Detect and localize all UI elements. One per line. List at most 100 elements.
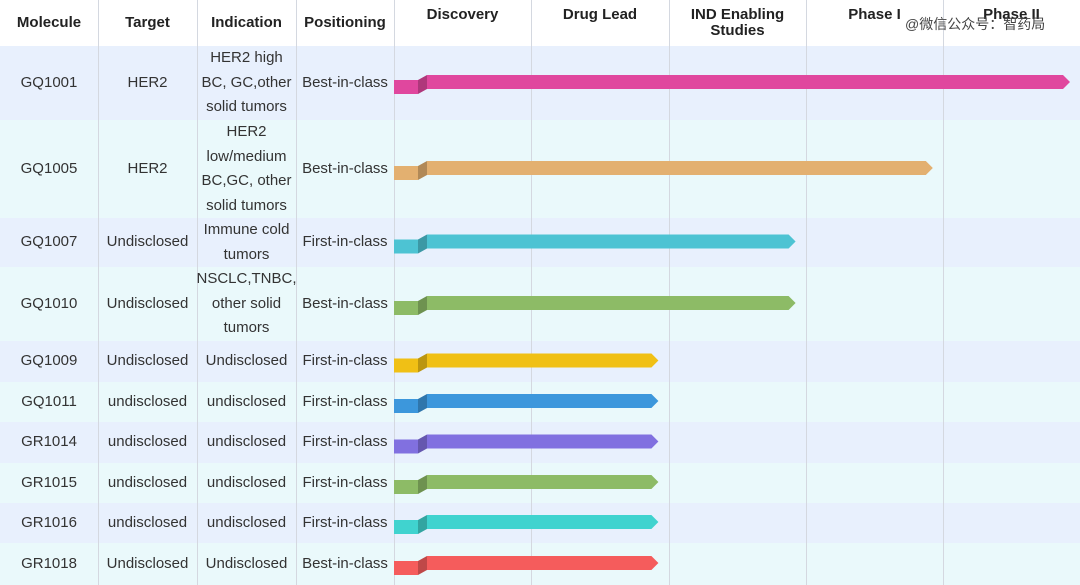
bar-fold	[418, 296, 427, 315]
header-target: Target	[125, 14, 170, 31]
cell-positioning: Best-in-class	[302, 554, 388, 572]
cell-molecule: GQ1001	[20, 73, 78, 91]
cell-indication: Undisclosed	[205, 352, 288, 370]
bar-base	[394, 301, 418, 315]
column-divider	[394, 0, 395, 585]
bar-base	[394, 166, 418, 180]
stage-header-phase-1: Phase I	[848, 6, 901, 23]
cell-positioning: Best-in-class	[302, 294, 388, 312]
bar-fold	[418, 234, 427, 254]
column-divider	[98, 0, 99, 585]
cell-positioning: Best-in-class	[302, 159, 388, 177]
bar-arrow	[427, 296, 796, 310]
cell-molecule: GQ1007	[20, 233, 78, 251]
bar-fold	[418, 556, 427, 575]
cell-target: Undisclosed	[106, 294, 189, 312]
column-divider	[806, 0, 807, 585]
cell-molecule: GR1015	[21, 473, 77, 491]
cell-target: Undisclosed	[106, 554, 189, 572]
bar-arrow	[427, 234, 796, 249]
cell-target: undisclosed	[107, 433, 188, 451]
column-divider	[669, 0, 670, 585]
bar-arrow	[427, 353, 659, 368]
cell-indication: HER2 low/medium BC,GC, other solid tumor…	[201, 123, 292, 214]
cell-indication: undisclosed	[206, 513, 287, 531]
bar-base	[394, 399, 418, 413]
bar-base	[394, 520, 418, 534]
bar-arrow	[427, 394, 659, 408]
cell-indication: undisclosed	[206, 433, 287, 451]
cell-positioning: First-in-class	[302, 392, 388, 410]
progress-bar-gr1018	[394, 556, 659, 575]
bar-base	[394, 239, 418, 254]
bar-base	[394, 480, 418, 494]
cell-target: Undisclosed	[106, 352, 189, 370]
cell-target: undisclosed	[107, 392, 188, 410]
bar-fold	[418, 161, 427, 180]
column-divider	[531, 0, 532, 585]
bar-base	[394, 561, 418, 575]
cell-indication: undisclosed	[206, 473, 287, 491]
cell-indication: Undisclosed	[205, 554, 288, 572]
cell-molecule: GR1014	[21, 433, 77, 451]
progress-bar-gq1009	[394, 353, 659, 373]
bar-fold	[418, 515, 427, 534]
stage-header-phase-2: Phase II	[983, 6, 1040, 23]
bar-arrow	[427, 75, 1070, 89]
progress-bar-gq1011	[394, 394, 659, 413]
cell-molecule: GR1018	[21, 554, 77, 572]
header-indication: Indication	[211, 14, 282, 31]
bar-arrow	[427, 161, 933, 175]
cell-positioning: First-in-class	[302, 513, 388, 531]
header-positioning: Positioning	[304, 14, 386, 31]
progress-bar-gq1007	[394, 234, 796, 254]
progress-bar-gr1014	[394, 434, 659, 454]
progress-bar-gq1001	[394, 75, 1070, 94]
cell-positioning: First-in-class	[302, 233, 388, 251]
bar-fold	[418, 434, 427, 454]
header-molecule: Molecule	[16, 14, 82, 31]
cell-positioning: First-in-class	[302, 473, 388, 491]
stage-header-ind-enabling: IND Enabling Studies	[690, 6, 785, 39]
bar-base	[394, 358, 418, 373]
cell-indication: HER2 high BC, GC,other solid tumors	[201, 49, 292, 116]
bar-base	[394, 439, 418, 454]
bar-arrow	[427, 434, 659, 449]
cell-target: HER2	[127, 73, 168, 91]
cell-indication: Immune cold tumors	[203, 221, 290, 263]
bar-arrow	[427, 475, 659, 489]
bar-fold	[418, 394, 427, 413]
cell-molecule: GQ1010	[20, 294, 78, 312]
progress-bar-gq1005	[394, 161, 933, 180]
cell-positioning: First-in-class	[302, 433, 388, 451]
cell-molecule: GQ1005	[20, 159, 78, 177]
cell-positioning: Best-in-class	[302, 73, 388, 91]
bar-fold	[418, 475, 427, 494]
stage-header-drug-lead: Drug Lead	[562, 6, 638, 23]
progress-bar-gq1010	[394, 296, 796, 315]
cell-target: undisclosed	[107, 513, 188, 531]
cell-target: undisclosed	[107, 473, 188, 491]
progress-bar-gr1016	[394, 515, 659, 534]
watermark: @微信公众号：智药局	[905, 16, 1046, 32]
cell-indication: NSCLC,TNBC, other solid tumors	[196, 270, 297, 337]
cell-target: HER2	[127, 159, 168, 177]
column-divider	[296, 0, 297, 585]
progress-bar-gr1015	[394, 475, 659, 494]
column-divider	[943, 0, 944, 585]
stage-header-discovery: Discovery	[426, 6, 499, 23]
cell-molecule: GQ1011	[21, 392, 77, 410]
cell-positioning: First-in-class	[302, 352, 388, 370]
cell-target: Undisclosed	[106, 233, 189, 251]
cell-indication: undisclosed	[206, 392, 287, 410]
column-divider	[197, 0, 198, 585]
cell-molecule: GR1016	[21, 513, 77, 531]
bar-fold	[418, 353, 427, 373]
bar-base	[394, 80, 418, 94]
bar-arrow	[427, 556, 659, 570]
bar-arrow	[427, 515, 659, 529]
cell-molecule: GQ1009	[20, 352, 78, 370]
bar-fold	[418, 75, 427, 94]
